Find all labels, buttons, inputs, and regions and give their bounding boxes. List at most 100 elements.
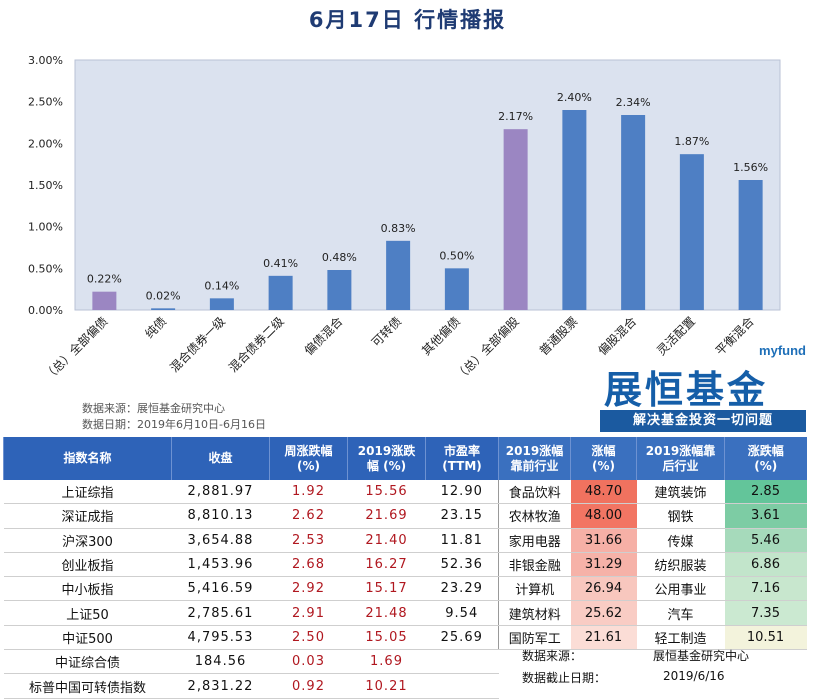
ytd-change: 21.69 bbox=[347, 503, 426, 529]
footer-date-label: 数据截止日期： bbox=[522, 671, 607, 685]
week-change: 2.91 bbox=[269, 600, 348, 626]
brand-logo: myfund 展恒基金 解决基金投资一切问题 bbox=[596, 343, 810, 435]
x-category-label: 偏债混合 bbox=[301, 314, 346, 359]
market-table: 指数名称 收盘 周涨跌幅 (%) 2019涨跌 幅 (%) 市盈率 (TTM) … bbox=[3, 437, 807, 699]
bar-value-label: 0.41% bbox=[263, 257, 298, 270]
footer-source-label: 数据来源： bbox=[522, 649, 583, 663]
index-name: 深证成指 bbox=[3, 503, 172, 529]
bottom-industry: 纺织服装 bbox=[636, 552, 725, 578]
close-value: 5,416.59 bbox=[171, 576, 270, 602]
top-industry-pct: 31.29 bbox=[570, 552, 637, 578]
week-change: 0.03 bbox=[269, 649, 348, 675]
bar-value-label: 2.40% bbox=[557, 91, 592, 104]
bottom-industry: 传媒 bbox=[636, 528, 725, 553]
pe-value: 25.69 bbox=[425, 625, 499, 651]
top-industry: 农林牧渔 bbox=[498, 503, 571, 529]
bar-value-label: 1.87% bbox=[674, 135, 709, 148]
y-tick-label: 2.00% bbox=[28, 137, 63, 150]
bottom-industry-pct: 10.51 bbox=[724, 625, 807, 651]
top-industry: 家用电器 bbox=[498, 528, 571, 553]
bar bbox=[92, 291, 117, 310]
bottom-industry-pct: 6.86 bbox=[724, 552, 807, 578]
pe-value: 52.36 bbox=[425, 552, 499, 578]
pe-value bbox=[425, 649, 499, 675]
table-row: 上证综指 2,881.97 1.92 15.56 12.90 食品饮料 48.70 建筑装饰 2… bbox=[3, 480, 807, 505]
table-row: 上证50 2,785.61 2.91 21.48 9.54 建筑材料 25.62 汽车 7.35 bbox=[3, 600, 807, 626]
top-industry: 建筑材料 bbox=[498, 600, 571, 626]
table-row: 中小板指 5,416.59 2.92 15.17 23.29 计算机 26.94 公用事业 7.… bbox=[3, 576, 807, 602]
close-value: 1,453.96 bbox=[171, 552, 270, 578]
bar bbox=[562, 110, 587, 310]
bar bbox=[327, 270, 352, 310]
x-category-label: 混合债券二级 bbox=[225, 314, 287, 376]
index-name: 沪深300 bbox=[3, 528, 172, 553]
bar-value-label: 0.22% bbox=[87, 273, 122, 286]
table-row: 沪深300 3,654.88 2.53 21.40 11.81 家用电器 31.66 传媒 5.… bbox=[3, 528, 807, 553]
bottom-industry: 钢铁 bbox=[636, 503, 725, 529]
close-value: 4,795.53 bbox=[171, 625, 270, 651]
bottom-industry-pct: 7.35 bbox=[724, 600, 807, 626]
pe-value bbox=[425, 673, 499, 699]
ytd-change: 16.27 bbox=[347, 552, 426, 578]
y-tick-label: 0.00% bbox=[28, 304, 63, 317]
logo-main-text: 展恒基金 bbox=[604, 368, 769, 412]
bottom-industry-pct: 5.46 bbox=[724, 528, 807, 553]
x-category-label: 纯债 bbox=[142, 314, 169, 341]
index-name: 中证综合债 bbox=[3, 649, 172, 675]
bar-chart: 0.00% 0.50% 1.00% 1.50% 2.00% 2.50% 3.00% 0.22%… bbox=[28, 54, 781, 384]
pe-value: 11.81 bbox=[425, 528, 499, 553]
bar bbox=[209, 298, 234, 310]
top-industry: 食品饮料 bbox=[498, 480, 571, 505]
footer-date-value: 2019/6/16 bbox=[663, 669, 725, 683]
bar-value-label: 0.50% bbox=[439, 249, 474, 262]
week-change: 2.68 bbox=[269, 552, 348, 578]
bottom-industry: 汽车 bbox=[636, 600, 725, 626]
week-change: 2.50 bbox=[269, 625, 348, 651]
bottom-industry-pct: 3.61 bbox=[724, 503, 807, 529]
index-name: 标普中国可转债指数 bbox=[3, 673, 172, 699]
x-category-label: （总）全部偏债 bbox=[40, 314, 110, 384]
week-change: 1.92 bbox=[269, 480, 348, 505]
top-industry-pct: 25.62 bbox=[570, 600, 637, 626]
week-change: 0.92 bbox=[269, 673, 348, 699]
page-title: 6月17日 行情播报 bbox=[308, 8, 507, 32]
y-tick-label: 1.50% bbox=[28, 179, 63, 192]
index-name: 创业板指 bbox=[3, 552, 172, 578]
bar bbox=[386, 240, 411, 310]
x-category-label: 普通股票 bbox=[537, 314, 581, 358]
header-week-change: 周涨跌幅 (%) bbox=[269, 437, 348, 480]
top-industry-pct: 48.70 bbox=[570, 480, 637, 505]
bar-value-label: 1.56% bbox=[733, 161, 768, 174]
ytd-change: 21.48 bbox=[347, 600, 426, 626]
top-industry-pct: 48.00 bbox=[570, 503, 637, 529]
plot-area bbox=[74, 59, 781, 311]
header-pe: 市盈率 (TTM) bbox=[425, 437, 499, 480]
table-row: 创业板指 1,453.96 2.68 16.27 52.36 非银金融 31.29 纺织服装 6… bbox=[3, 552, 807, 578]
bottom-industry-pct: 7.16 bbox=[724, 576, 807, 602]
index-name: 上证50 bbox=[3, 600, 172, 626]
top-industry-pct: 21.61 bbox=[570, 625, 637, 651]
pe-value: 23.29 bbox=[425, 576, 499, 602]
week-change: 2.53 bbox=[269, 528, 348, 553]
pe-value: 9.54 bbox=[425, 600, 499, 626]
bar bbox=[444, 268, 469, 310]
bottom-industry: 建筑装饰 bbox=[636, 480, 725, 505]
header-index-name: 指数名称 bbox=[3, 437, 172, 480]
data-date-note: 数据日期：2019年6月10日-6月16日 bbox=[82, 418, 266, 431]
y-tick-label: 2.50% bbox=[28, 96, 63, 109]
close-value: 2,785.61 bbox=[171, 600, 270, 626]
close-value: 184.56 bbox=[171, 649, 270, 675]
header-top-pct: 涨幅 (%) bbox=[570, 437, 637, 480]
bar bbox=[738, 180, 763, 310]
ytd-change: 15.56 bbox=[347, 480, 426, 505]
index-name: 中证500 bbox=[3, 625, 172, 651]
index-name: 中小板指 bbox=[3, 576, 172, 602]
ytd-change: 10.21 bbox=[347, 673, 426, 699]
bar-value-label: 2.17% bbox=[498, 110, 533, 123]
header-close: 收盘 bbox=[171, 437, 270, 480]
header-bottom-industry: 2019涨幅靠 后行业 bbox=[636, 437, 725, 480]
bottom-industry: 轻工制造 bbox=[636, 625, 725, 651]
top-industry: 国防军工 bbox=[498, 625, 571, 651]
x-category-label: 其他偏债 bbox=[418, 314, 463, 359]
ytd-change: 1.69 bbox=[347, 649, 426, 675]
